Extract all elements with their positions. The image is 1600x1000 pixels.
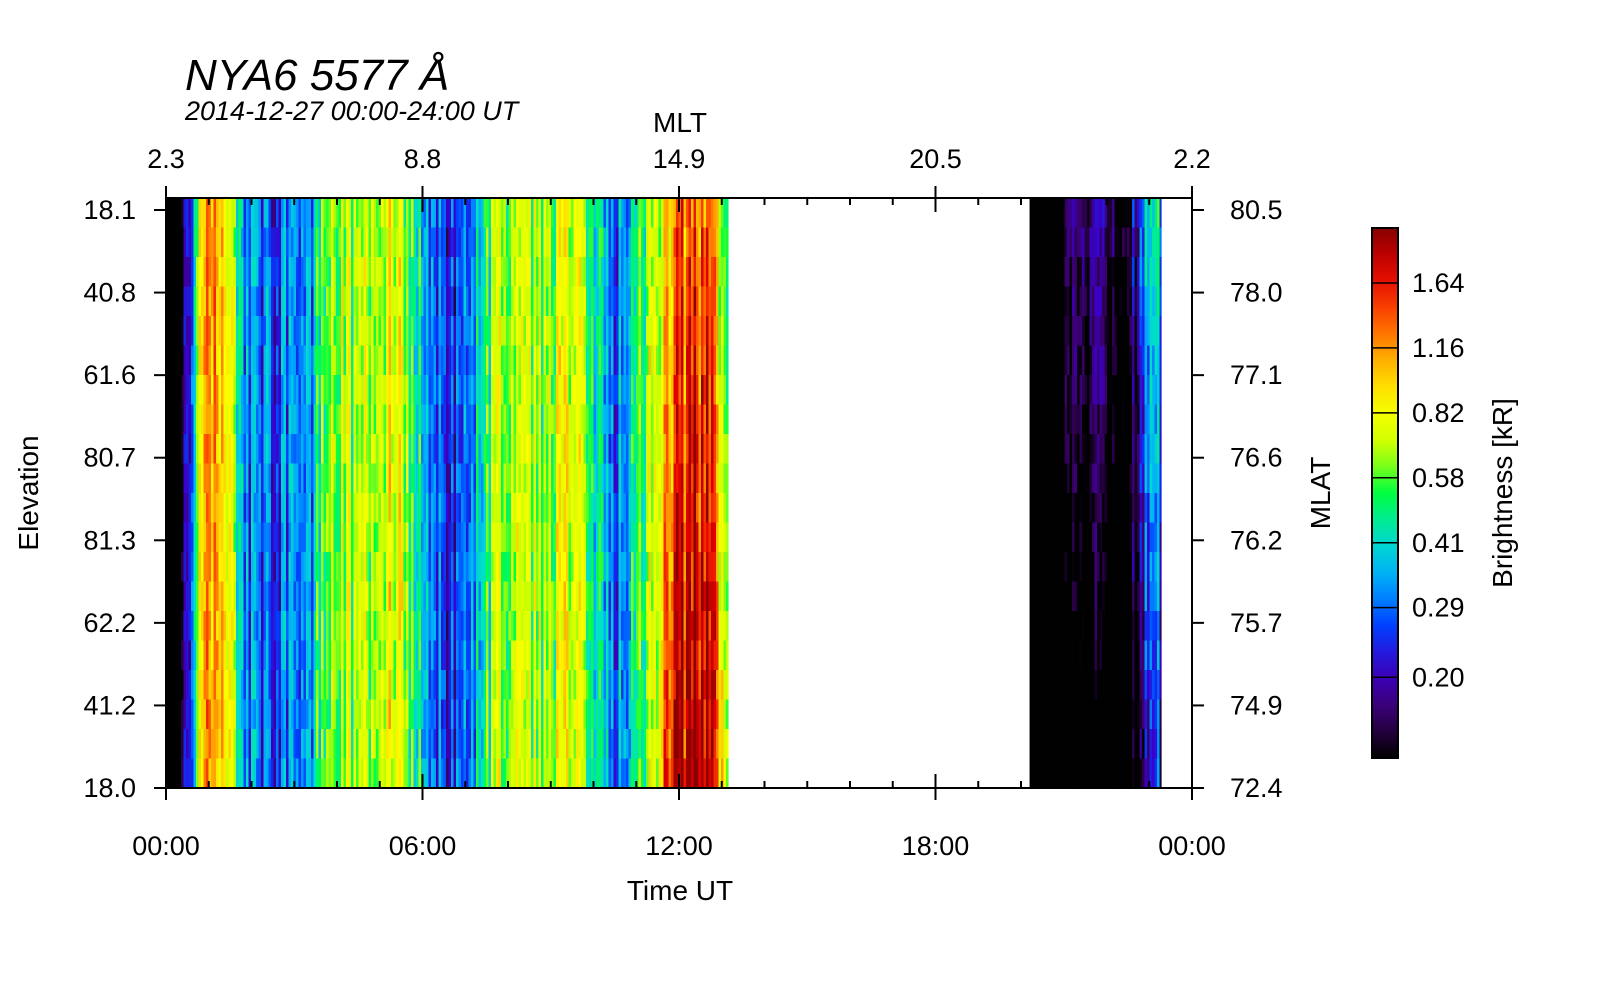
x2-tick-label: 20.5 <box>909 144 962 174</box>
colorbar-tick-label: 1.64 <box>1412 268 1465 298</box>
y-tick-label: 18.1 <box>83 195 136 225</box>
x2-axis-label: MLT <box>653 107 707 138</box>
colorbar <box>1371 227 1399 759</box>
y-axis-label: Elevation <box>13 435 44 550</box>
colorbar-tick-label: 0.20 <box>1412 662 1465 692</box>
y2-tick-label: 76.6 <box>1230 443 1283 473</box>
colorbar-tick-label: 0.58 <box>1412 463 1465 493</box>
y2-tick-label: 74.9 <box>1230 690 1283 720</box>
heatmap-image <box>166 198 1162 788</box>
y-tick-label: 18.0 <box>83 773 136 803</box>
y2-tick-label: 80.5 <box>1230 195 1283 225</box>
x-tick-label: 18:00 <box>902 831 970 861</box>
y2-tick-label: 76.2 <box>1230 525 1283 555</box>
y2-tick-label: 78.0 <box>1230 278 1283 308</box>
x-tick-label: 12:00 <box>645 831 713 861</box>
x-tick-label: 06:00 <box>389 831 457 861</box>
colorbar-label: Brightness [kR] <box>1487 398 1518 588</box>
chart-title: NYA6 5577 Å <box>185 51 449 100</box>
chart-subtitle: 2014-12-27 00:00-24:00 UT <box>184 96 521 126</box>
x2-tick-label: 14.9 <box>653 144 706 174</box>
colorbar-ticks: 1.64 1.16 0.82 0.58 0.41 0.29 0.20 <box>1372 268 1465 692</box>
y-tick-label: 40.8 <box>83 278 136 308</box>
axis-ticks: 00:00 06:00 12:00 18:00 00:00 2.3 8.8 14.9 20.5 2… <box>83 144 1282 861</box>
x2-tick-label: 2.3 <box>147 144 185 174</box>
y2-tick-label: 77.1 <box>1230 360 1283 390</box>
y2-axis-label: MLAT <box>1305 457 1336 530</box>
y2-tick-label: 72.4 <box>1230 773 1283 803</box>
x-tick-label: 00:00 <box>132 831 200 861</box>
y-tick-label: 62.2 <box>83 608 136 638</box>
y-tick-label: 41.2 <box>83 690 136 720</box>
x-tick-label: 00:00 <box>1158 831 1226 861</box>
y-tick-label: 81.3 <box>83 525 136 555</box>
x2-tick-label: 8.8 <box>404 144 442 174</box>
y-tick-label: 80.7 <box>83 443 136 473</box>
colorbar-tick-label: 0.41 <box>1412 528 1465 558</box>
y2-tick-label: 75.7 <box>1230 608 1283 638</box>
colorbar-tick-label: 0.82 <box>1412 398 1465 428</box>
y-tick-label: 61.6 <box>83 360 136 390</box>
x2-tick-label: 2.2 <box>1173 144 1211 174</box>
colorbar-tick-label: 0.29 <box>1412 593 1465 623</box>
colorbar-tick-label: 1.16 <box>1412 333 1465 363</box>
x-axis-label: Time UT <box>627 875 733 906</box>
